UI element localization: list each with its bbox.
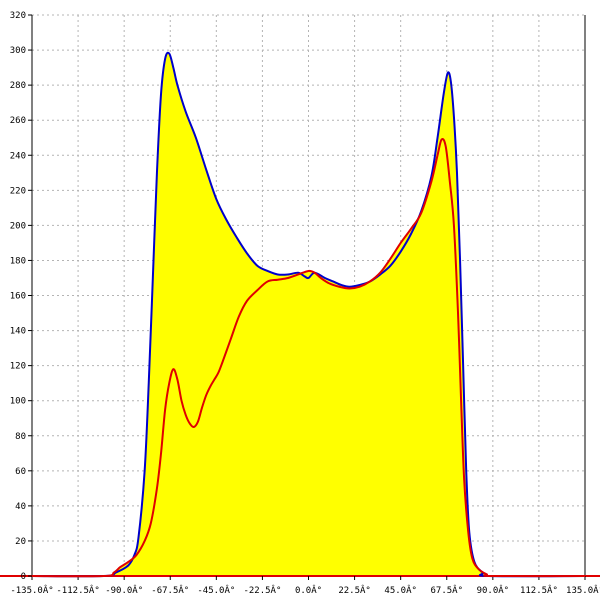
y-tick-label: 160: [10, 292, 26, 302]
y-tick-label: 100: [10, 397, 26, 407]
x-tick-label: 135.0Â°: [566, 584, 600, 596]
y-tick-label: 220: [10, 186, 26, 196]
x-tick-label: 67.5Â°: [430, 584, 463, 596]
tick-labels: 0 20 40 60 80 100 120 140 160 180 200 220 240 260 280 3…: [10, 11, 600, 596]
x-tick-label: 22.5Â°: [338, 584, 371, 596]
x-tick-label: -22.5Â°: [243, 584, 281, 596]
y-tick-label: 180: [10, 256, 26, 266]
series-1-area: [32, 138, 585, 577]
y-tick-label: 280: [10, 81, 26, 91]
series-lines: [31, 51, 586, 578]
y-tick-label: 0: [21, 572, 26, 582]
x-tick-label: 90.0Â°: [477, 584, 510, 596]
x-tick-label: -45.0Â°: [197, 584, 235, 596]
x-tick-label: -135.0Â°: [10, 584, 53, 596]
y-tick-label: 120: [10, 362, 26, 372]
y-tick-label: 320: [10, 11, 26, 21]
y-tick-label: 200: [10, 221, 26, 231]
x-tick-label: 45.0Â°: [384, 584, 417, 596]
x-tick-label: -112.5Â°: [56, 584, 99, 596]
y-tick-label: 260: [10, 116, 26, 126]
y-tick-label: 140: [10, 327, 26, 337]
y-tick-label: 40: [15, 502, 26, 512]
series-1-line: [31, 137, 586, 578]
area-fills: [32, 52, 585, 577]
y-tick-label: 20: [15, 537, 26, 547]
y-tick-label: 240: [10, 151, 26, 161]
x-tick-label: -67.5Â°: [151, 584, 189, 596]
y-tick-label: 60: [15, 467, 26, 477]
y-tick-label: 300: [10, 46, 26, 56]
series-0-line: [31, 51, 586, 578]
x-tick-label: 112.5Â°: [520, 584, 558, 596]
x-tick-label: 0.0Â°: [295, 584, 322, 596]
x-tick-label: -90.0Â°: [105, 584, 143, 596]
y-tick-label: 80: [15, 432, 26, 442]
